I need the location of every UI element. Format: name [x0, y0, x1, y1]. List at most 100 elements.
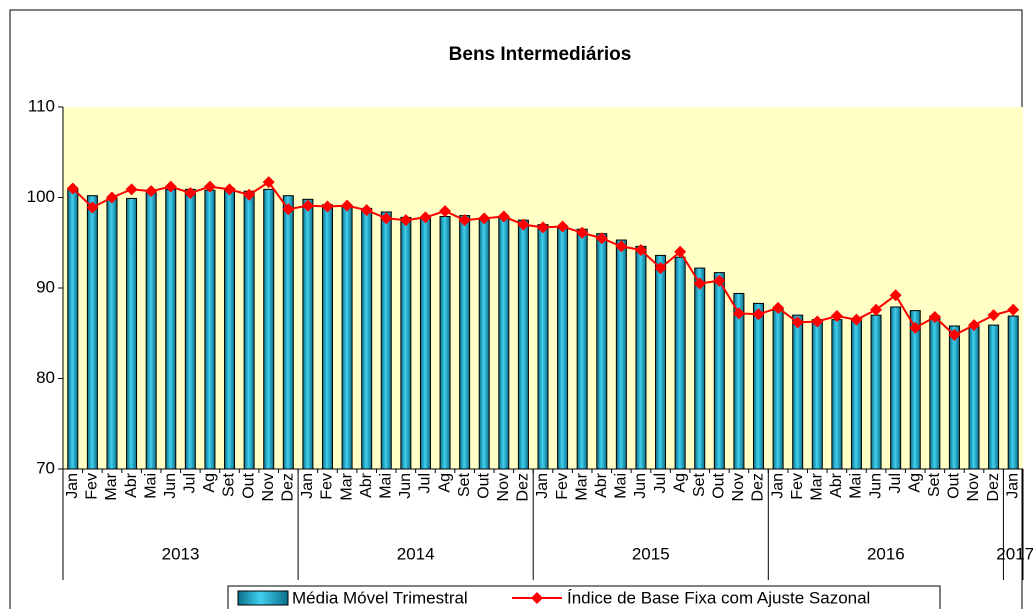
legend-box — [227, 585, 941, 609]
bar — [341, 206, 353, 470]
bar — [67, 188, 79, 470]
x-tick-label: Out — [240, 472, 257, 498]
marker — [243, 188, 256, 201]
x-tick-label: Out — [711, 472, 728, 498]
x-tick-label: Abr — [358, 472, 375, 498]
bar — [576, 228, 588, 470]
marker — [909, 321, 922, 334]
x-tick-label: Ag — [201, 473, 218, 493]
bar — [459, 215, 471, 470]
bar — [1007, 315, 1019, 470]
x-tick-label: Mar — [573, 472, 590, 500]
x-tick-label: Set — [221, 472, 238, 497]
x-tick-label: Fev — [554, 473, 571, 500]
marker — [262, 176, 275, 189]
bar — [517, 219, 529, 470]
marker — [928, 310, 941, 323]
group-label: 2016 — [867, 544, 905, 563]
x-tick-label: Jun — [397, 473, 414, 499]
marker — [830, 310, 843, 323]
x-tick-label: Jul — [652, 473, 669, 493]
bar — [557, 227, 569, 470]
bar — [909, 310, 921, 470]
y-tick-label: 110 — [28, 96, 55, 115]
x-tick-label: Dez — [280, 473, 297, 501]
x-tick-label: Jan — [299, 473, 316, 499]
x-tick-label: Jun — [867, 473, 884, 499]
marker — [752, 308, 765, 321]
x-tick-label: Set — [691, 472, 708, 497]
x-tick-label: Set — [926, 472, 943, 497]
x-tick-label: Set — [456, 472, 473, 497]
marker — [341, 199, 354, 212]
bar — [694, 267, 706, 470]
marker — [556, 220, 569, 233]
marker — [791, 316, 804, 329]
marker — [105, 191, 118, 204]
legend-swatch — [237, 590, 289, 606]
bar — [831, 319, 843, 470]
marker — [203, 180, 216, 193]
bar — [419, 217, 431, 470]
bar — [165, 188, 177, 470]
bar — [321, 204, 333, 470]
marker — [811, 315, 824, 328]
marker — [674, 245, 687, 258]
marker — [86, 201, 99, 214]
x-tick-label: Jan — [1004, 473, 1021, 499]
bar — [890, 306, 902, 470]
x-tick-label: Mai — [848, 473, 865, 499]
marker — [66, 182, 79, 195]
marker — [537, 221, 549, 234]
bar — [126, 197, 138, 470]
x-tick-label: Mar — [809, 472, 826, 500]
bar — [400, 216, 412, 470]
marker — [301, 199, 314, 212]
marker — [184, 186, 197, 199]
x-tick-label: Mai — [142, 473, 159, 499]
marker — [870, 303, 883, 316]
bar — [86, 195, 98, 470]
bar — [145, 192, 157, 470]
bar — [968, 326, 980, 470]
legend-label: Índice de Base Fixa com Ajuste Sazonal — [567, 588, 870, 607]
marker — [1007, 303, 1020, 316]
marker — [948, 329, 961, 342]
bar — [184, 188, 196, 470]
legend-marker — [531, 592, 543, 604]
group-label: 2015 — [632, 544, 670, 563]
x-tick-label: Ag — [436, 473, 453, 493]
x-tick-label: Fev — [319, 473, 336, 500]
group-label: 2013 — [162, 544, 200, 563]
x-tick-label: Jul — [887, 473, 904, 493]
bar — [498, 216, 510, 470]
y-tick-label: 90 — [36, 277, 55, 296]
bar — [792, 314, 804, 470]
bar — [772, 308, 784, 470]
x-tick-label: Jan — [64, 473, 81, 499]
x-tick-label: Dez — [750, 473, 767, 501]
x-tick-label: Abr — [828, 472, 845, 498]
marker — [164, 180, 177, 193]
marker — [772, 301, 785, 314]
y-tick-label: 100 — [27, 187, 55, 206]
x-tick-label: Dez — [515, 473, 532, 501]
marker — [889, 289, 902, 302]
marker — [439, 205, 452, 218]
x-tick-label: Fev — [84, 473, 101, 500]
marker — [576, 226, 589, 239]
marker — [968, 319, 981, 332]
bar — [713, 272, 725, 470]
marker — [497, 210, 510, 223]
x-tick-label: Abr — [123, 472, 140, 498]
bar — [655, 254, 667, 470]
legend-label: Média Móvel Trimestral — [292, 588, 468, 607]
y-tick-label: 70 — [36, 458, 55, 477]
bar — [106, 197, 118, 470]
x-tick-label: Out — [946, 472, 963, 498]
group-label: 2014 — [397, 544, 435, 563]
x-tick-label: Jun — [632, 473, 649, 499]
marker — [145, 185, 158, 198]
marker — [595, 232, 608, 245]
bar — [674, 256, 686, 470]
